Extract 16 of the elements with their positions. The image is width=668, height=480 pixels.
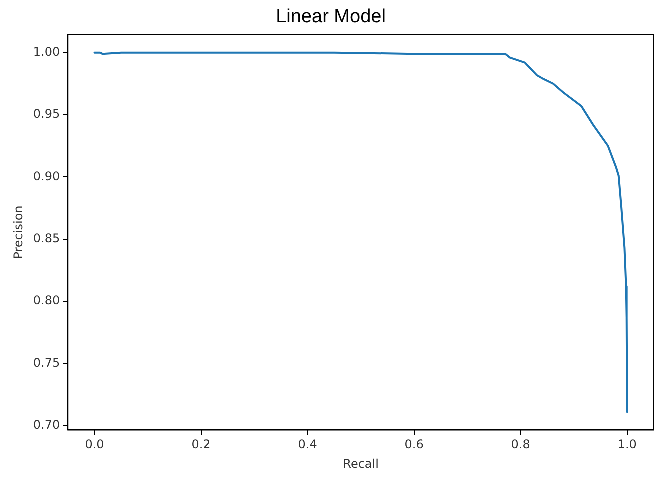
y-tick-label: 0.70 xyxy=(33,418,60,432)
y-axis-title: Precision xyxy=(11,206,26,260)
y-tick-label: 0.95 xyxy=(33,107,60,122)
y-tick-label: 0.85 xyxy=(33,231,60,246)
x-tick-label: 0.2 xyxy=(192,438,211,452)
x-tick-label: 1.0 xyxy=(618,438,637,452)
y-tick-label: 0.80 xyxy=(33,294,60,308)
x-tick-label: 0.8 xyxy=(511,438,530,452)
y-tick-label: 1.00 xyxy=(33,44,60,59)
chart-title: Linear Model xyxy=(276,6,386,28)
x-tick-label: 0.6 xyxy=(404,438,424,452)
x-tick-label: 0.0 xyxy=(85,438,104,452)
x-axis-title: Recall xyxy=(343,456,379,471)
y-tick-label: 0.75 xyxy=(33,356,60,370)
x-tick-label: 0.4 xyxy=(298,438,318,452)
y-tick-label: 0.90 xyxy=(33,169,60,184)
